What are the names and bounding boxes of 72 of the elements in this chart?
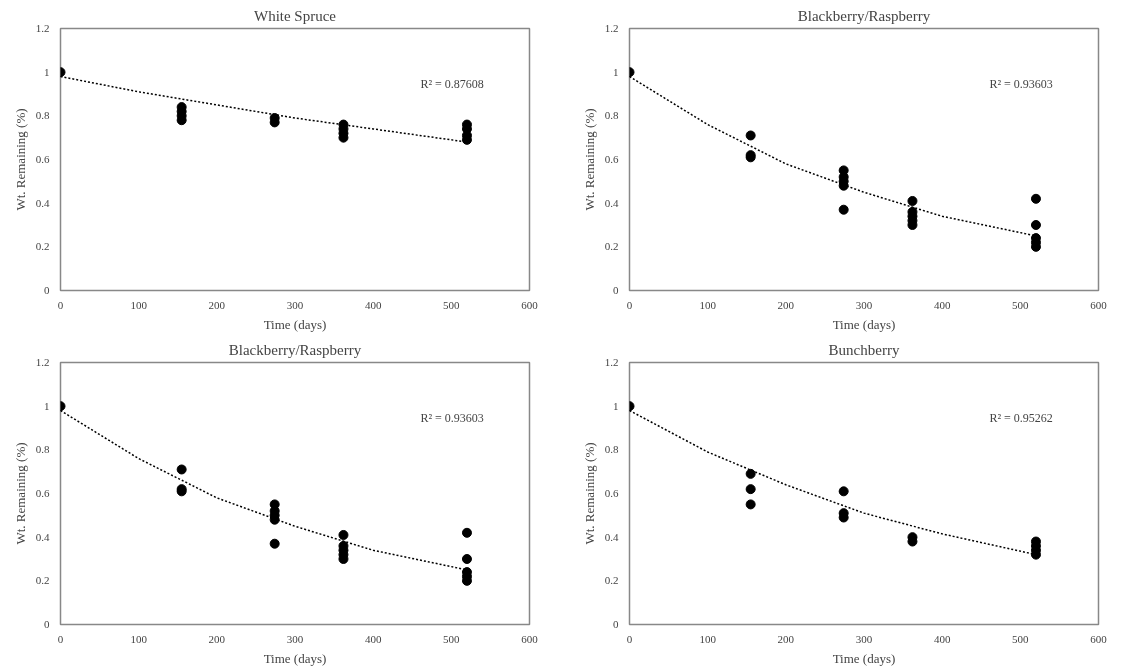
x-tick-label: 200 xyxy=(208,298,226,311)
x-axis-title: Time (days) xyxy=(832,650,896,666)
x-tick-label: 100 xyxy=(130,298,148,311)
x-tick-label: 0 xyxy=(626,632,633,645)
x-tick-label: 200 xyxy=(777,298,795,311)
x-tick-label: 400 xyxy=(364,298,382,311)
y-axis-title: Wt. Remaining (%) xyxy=(12,442,28,545)
y-tick-label: 0 xyxy=(613,618,619,630)
y-tick-label: 1.2 xyxy=(604,356,619,368)
y-tick-label: 0.2 xyxy=(604,240,619,253)
chart-title: Blackberry/Raspberry xyxy=(797,7,931,24)
x-tick-label: 500 xyxy=(1012,632,1030,645)
y-tick-label: 1 xyxy=(613,399,619,412)
y-tick-label: 0.4 xyxy=(604,530,619,543)
y-tick-label: 0.6 xyxy=(604,487,619,499)
x-tick-label: 500 xyxy=(443,298,461,311)
y-tick-label: 1 xyxy=(44,399,50,412)
y-tick-label: 0.6 xyxy=(604,153,619,165)
x-tick-label: 400 xyxy=(933,632,951,645)
x-tick-label: 0 xyxy=(626,298,633,311)
x-tick-label: 100 xyxy=(699,632,717,645)
x-tick-label: 100 xyxy=(699,298,717,311)
x-tick-label: 400 xyxy=(364,632,382,645)
x-tick-label: 600 xyxy=(1090,632,1108,645)
x-axis-title: Time (days) xyxy=(263,316,327,332)
x-tick-label: 0 xyxy=(57,632,64,645)
x-tick-label: 300 xyxy=(286,298,304,311)
annotation: R² = 0.93603 xyxy=(989,76,1053,91)
x-tick-label: 400 xyxy=(933,298,951,311)
y-tick-label: 1 xyxy=(613,65,619,78)
y-axis-title: Wt. Remaining (%) xyxy=(581,108,597,211)
annotation: R² = 0.87608 xyxy=(420,76,484,91)
y-axis-title: Wt. Remaining (%) xyxy=(12,108,28,211)
y-tick-label: 0 xyxy=(44,284,50,296)
x-tick-label: 0 xyxy=(57,298,64,311)
annotation: R² = 0.95262 xyxy=(989,410,1053,425)
x-tick-label: 200 xyxy=(777,632,795,645)
x-axis-title: Time (days) xyxy=(832,316,896,332)
y-tick-label: 0 xyxy=(613,284,619,296)
y-tick-label: 0.8 xyxy=(604,109,619,122)
y-tick-label: 0.4 xyxy=(35,196,50,209)
y-tick-label: 0.4 xyxy=(604,196,619,209)
x-tick-label: 100 xyxy=(130,632,148,645)
y-tick-label: 0.4 xyxy=(35,530,50,543)
x-tick-label: 500 xyxy=(1012,298,1030,311)
x-tick-label: 300 xyxy=(855,298,873,311)
x-tick-label: 600 xyxy=(521,632,539,645)
x-tick-label: 200 xyxy=(208,632,226,645)
y-tick-label: 1 xyxy=(44,65,50,78)
y-tick-label: 0.2 xyxy=(604,574,619,587)
y-tick-label: 0.8 xyxy=(604,443,619,456)
x-tick-label: 600 xyxy=(521,298,539,311)
x-tick-label: 500 xyxy=(443,632,461,645)
x-tick-label: 300 xyxy=(286,632,304,645)
y-tick-label: 1.2 xyxy=(35,356,50,368)
y-tick-label: 0.8 xyxy=(35,109,50,122)
y-tick-label: 0.2 xyxy=(35,574,50,587)
y-tick-label: 0 xyxy=(44,618,50,630)
x-tick-label: 600 xyxy=(1090,298,1108,311)
chart-title: Blackberry/Raspberry xyxy=(228,341,362,358)
y-axis-title: Wt. Remaining (%) xyxy=(581,442,597,545)
x-axis-title: Time (days) xyxy=(263,650,327,666)
chart-title: White Spruce xyxy=(253,7,337,24)
y-tick-label: 0.6 xyxy=(35,153,50,165)
y-tick-label: 0.6 xyxy=(35,487,50,499)
y-tick-label: 1.2 xyxy=(604,22,619,34)
x-tick-label: 300 xyxy=(855,632,873,645)
y-tick-label: 0.2 xyxy=(35,240,50,253)
annotation: R² = 0.93603 xyxy=(420,410,484,425)
y-tick-label: 1.2 xyxy=(35,22,50,34)
y-tick-label: 0.8 xyxy=(35,443,50,456)
chart-title: Bunchberry xyxy=(828,341,900,358)
